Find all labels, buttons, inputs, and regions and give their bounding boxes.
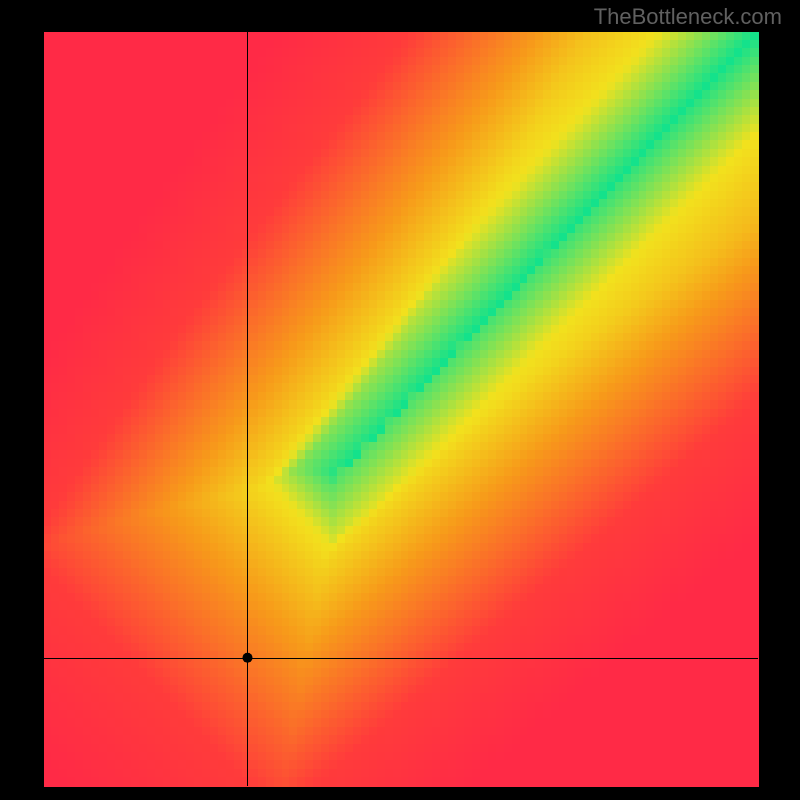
bottleneck-heatmap <box>0 0 800 800</box>
chart-container: TheBottleneck.com <box>0 0 800 800</box>
watermark-text: TheBottleneck.com <box>594 4 782 30</box>
